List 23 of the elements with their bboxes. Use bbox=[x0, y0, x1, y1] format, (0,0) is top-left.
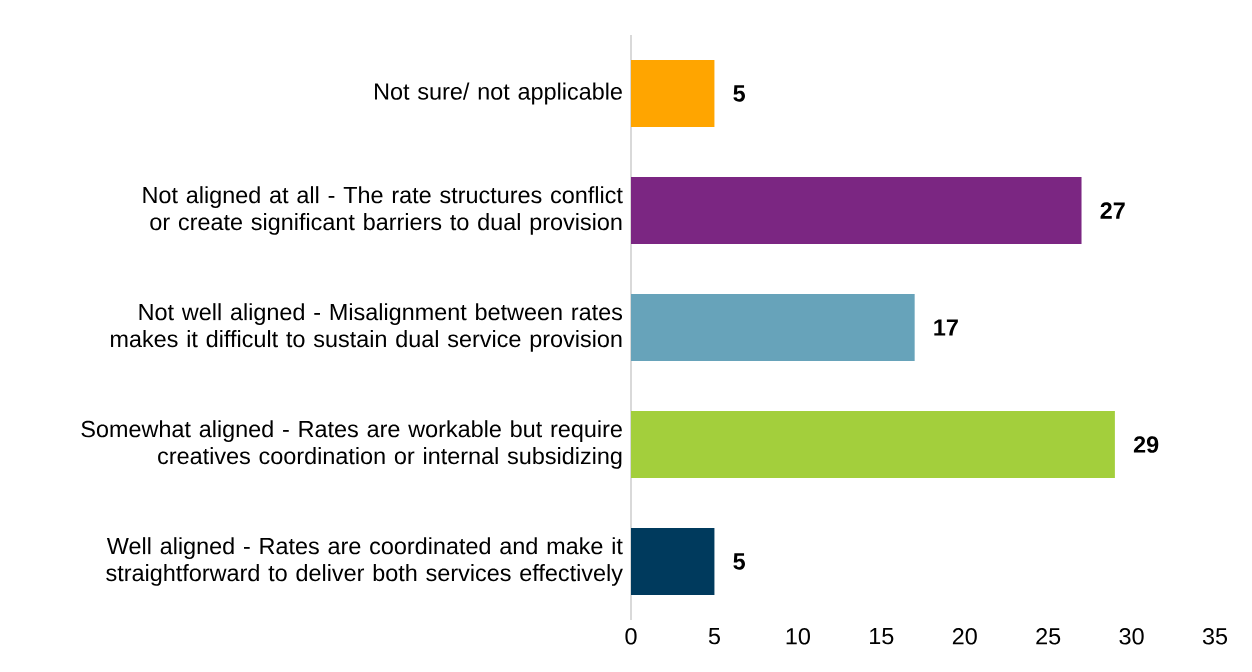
data-label: 5 bbox=[733, 85, 745, 102]
data-label: 5 bbox=[733, 553, 745, 570]
bar bbox=[631, 177, 1082, 244]
x-tick-label: 0 bbox=[625, 628, 637, 645]
y-tick-label: Not well aligned - Misalignment between rates makes it difficult to sustain dual service provision bbox=[110, 303, 623, 352]
y-tick-label: Well aligned - Rates are coordinated and make it straightforward to deliver both services effectively bbox=[106, 537, 623, 586]
y-tick-label: Somewhat aligned - Rates are workable but require creatives coordination or internal subsidizing bbox=[81, 420, 622, 469]
y-tick-label: Not sure/ not applicable bbox=[375, 82, 622, 105]
y-tick-label: Not aligned at all - The rate structures conflict or create significant barriers to dual provision bbox=[143, 186, 623, 235]
bar bbox=[631, 60, 715, 127]
x-tick-label: 35 bbox=[1202, 628, 1228, 645]
data-label: 29 bbox=[1133, 436, 1159, 453]
x-tick-label: 15 bbox=[870, 628, 894, 645]
x-tick-label: 25 bbox=[1036, 628, 1061, 645]
bar bbox=[631, 411, 1115, 479]
x-tick-label: 30 bbox=[1119, 628, 1144, 645]
x-tick-label: 10 bbox=[786, 628, 810, 645]
x-tick-label: 20 bbox=[952, 628, 977, 645]
bar bbox=[631, 294, 915, 361]
data-label: 27 bbox=[1100, 202, 1125, 219]
bar bbox=[631, 528, 715, 596]
x-tick-label: 5 bbox=[708, 628, 720, 645]
data-label: 17 bbox=[934, 319, 958, 336]
